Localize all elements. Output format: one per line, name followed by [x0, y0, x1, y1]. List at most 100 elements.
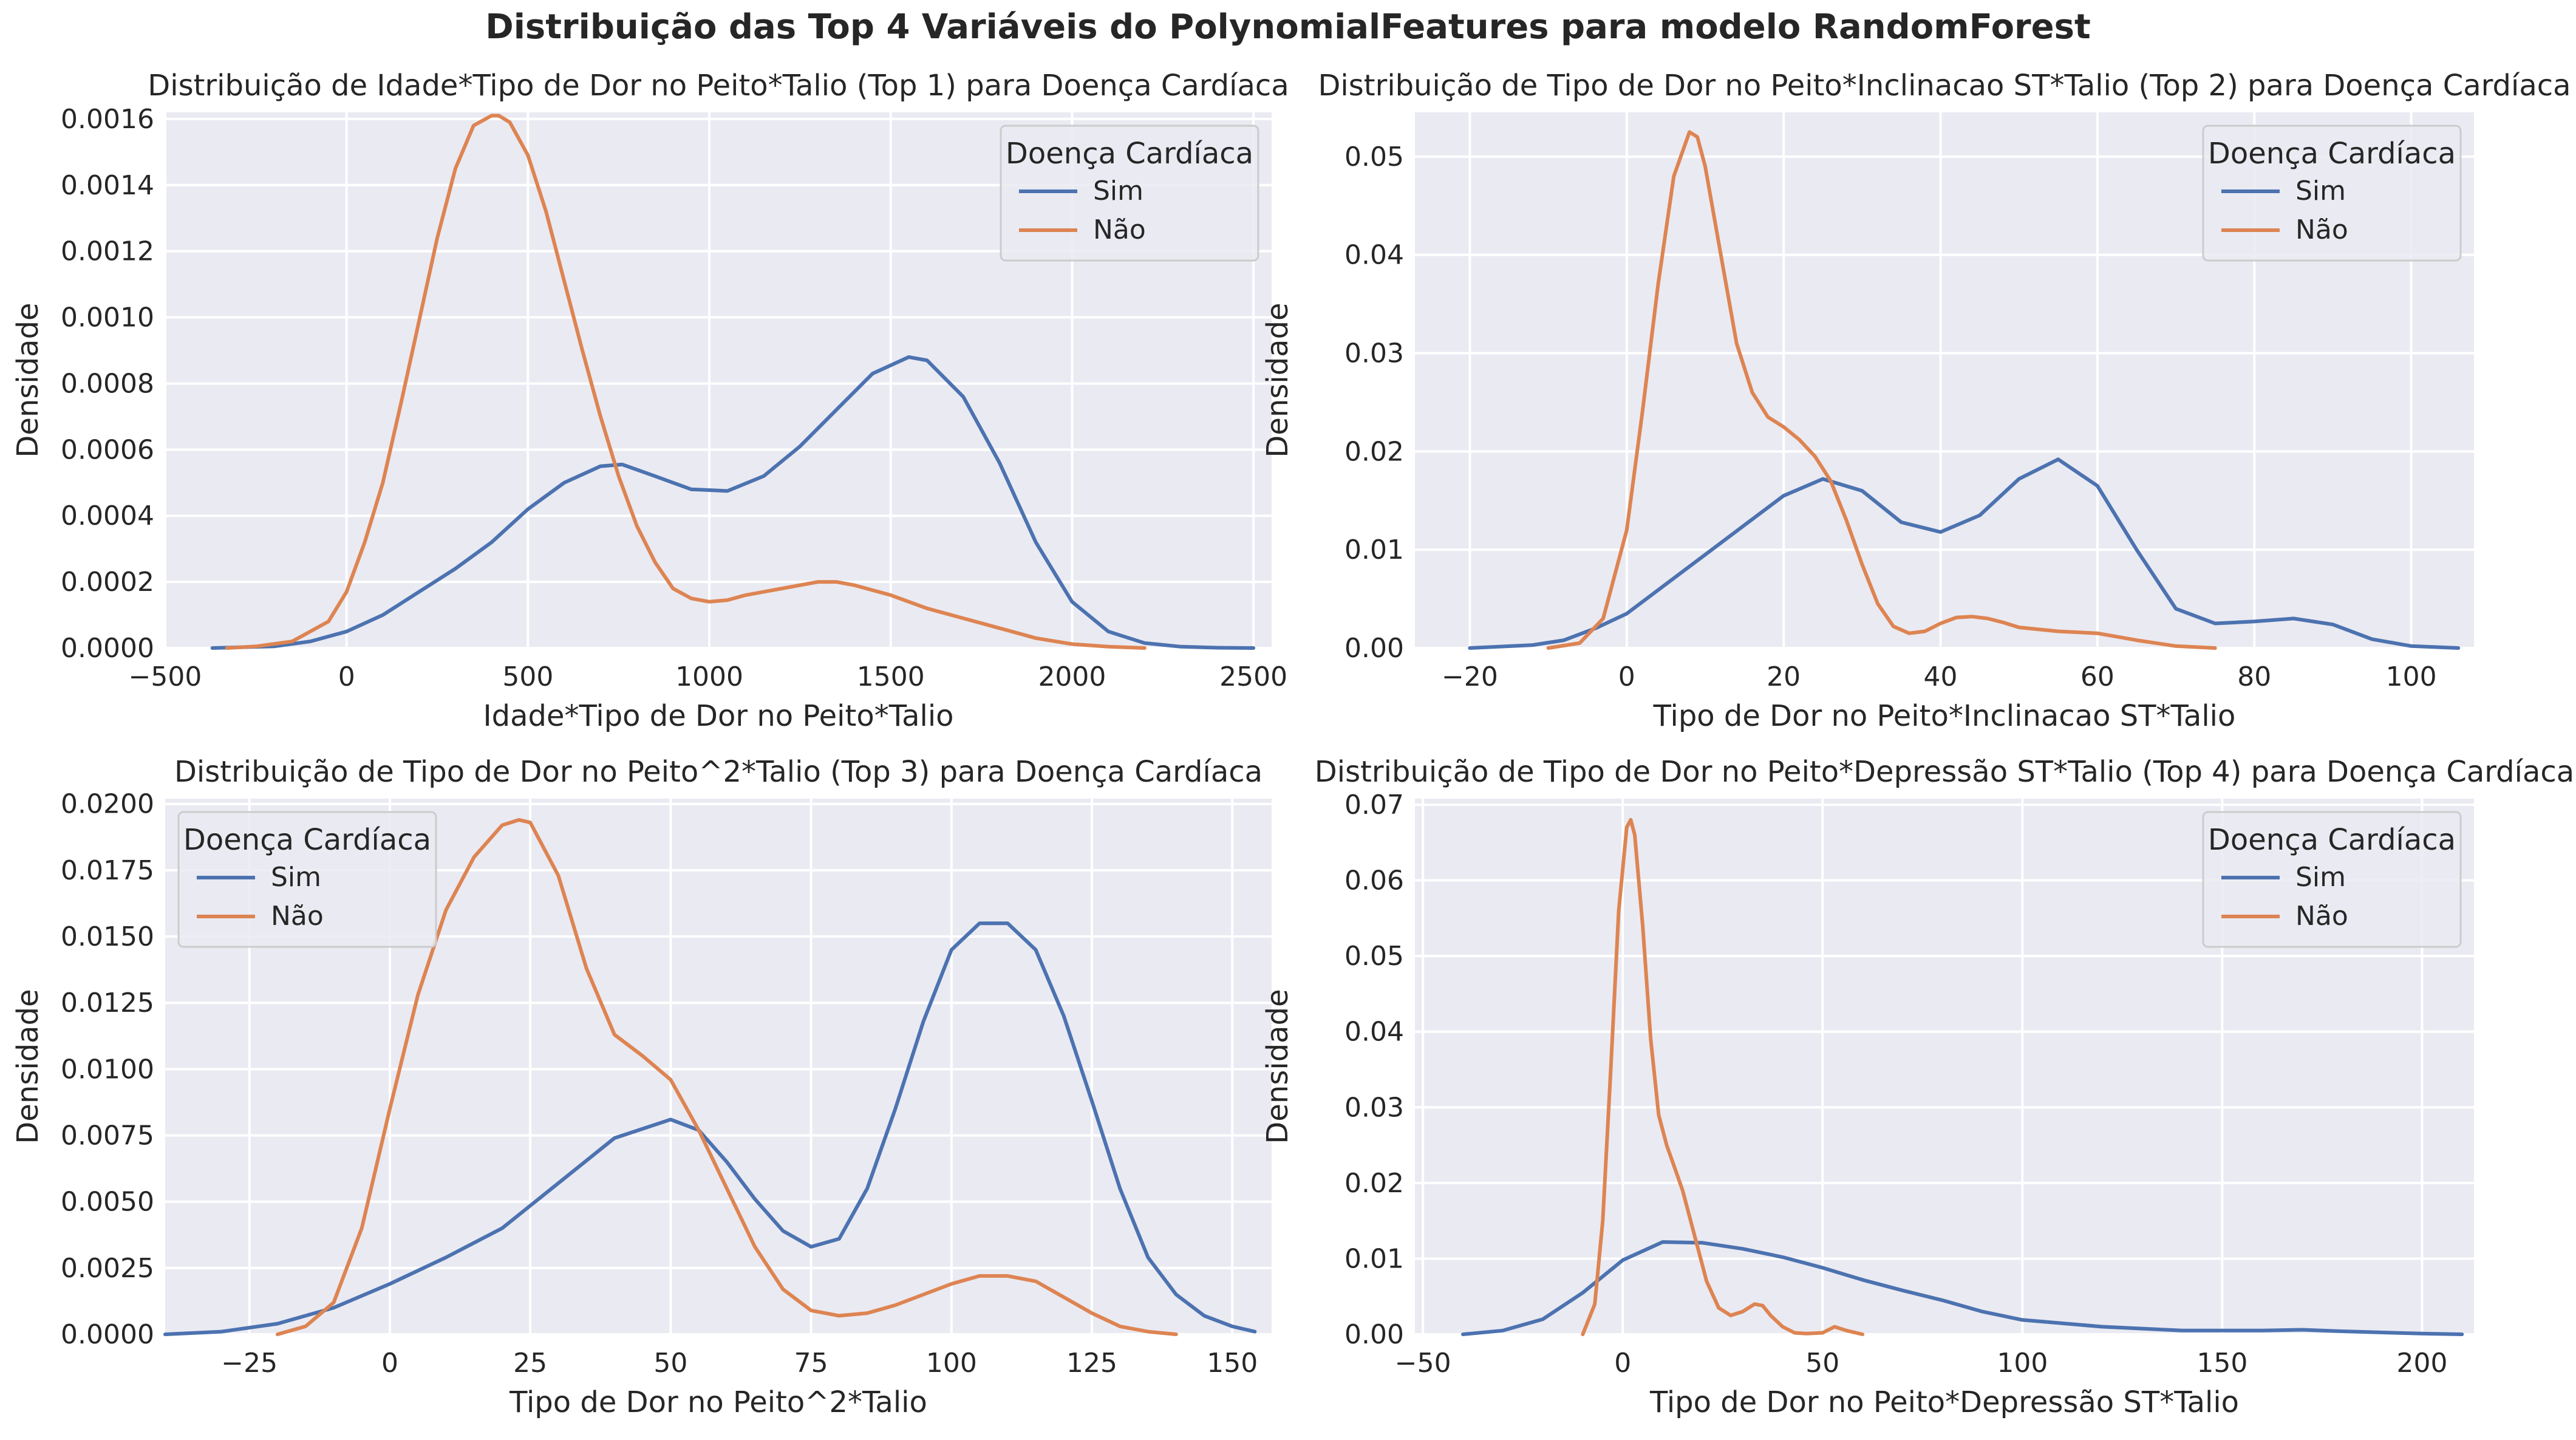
y-tick-label: 0.0014: [61, 170, 154, 201]
y-tick-label: 0.0002: [61, 567, 154, 598]
y-tick-label: 0.01: [1344, 1243, 1404, 1274]
y-tick-label: 0.0000: [61, 633, 154, 664]
chart-title: Distribuição de Tipo de Dor no Peito*Inc…: [1318, 69, 2571, 103]
y-tick-label: 0.05: [1344, 941, 1404, 972]
series-line-nao: [1581, 817, 1865, 1336]
y-tick-label: 0.06: [1344, 865, 1404, 896]
x-tick-label: 2000: [1038, 661, 1106, 692]
x-tick-label: 100: [2386, 661, 2437, 692]
x-axis-label: Tipo de Dor no Peito^2*Talio: [509, 1385, 927, 1419]
x-tick-label: 200: [2396, 1348, 2447, 1379]
x-tick-label: 0: [338, 661, 355, 692]
x-tick-label: 1500: [857, 661, 925, 692]
legend-entry-label: Sim: [2295, 862, 2346, 893]
series-line-nao: [1546, 130, 2217, 650]
chart-panel-1: −500 0 500 1000 1500 2000 2500 0.0000 0.0002 0.00…: [11, 69, 1289, 733]
y-tick-label: 0.00: [1344, 1319, 1404, 1350]
legend-box: [2202, 811, 2462, 948]
x-axis-label: Tipo de Dor no Peito*Inclinacao ST*Talio: [1653, 699, 2236, 733]
legend-entry-label: Sim: [2295, 176, 2346, 206]
x-axis-label: Tipo de Dor no Peito*Depressão ST*Talio: [1649, 1385, 2239, 1419]
legend-box: [1000, 125, 1259, 262]
series-line-nao: [276, 817, 1178, 1336]
x-tick-label: −500: [129, 661, 202, 692]
legend-title: Doença Cardíaca: [183, 823, 431, 857]
series-line-sim: [1461, 1240, 2464, 1336]
y-tick-label: 0.01: [1344, 534, 1404, 565]
y-tick-label: 0.0050: [61, 1187, 154, 1218]
y-tick-label: 0.0016: [61, 104, 154, 135]
y-axis-label: Densidade: [1261, 989, 1295, 1144]
y-tick-label: 0.0175: [61, 855, 154, 886]
y-tick-label: 0.02: [1344, 436, 1404, 467]
y-tick-label: 0.04: [1344, 240, 1404, 271]
legend-entry-label: Não: [2295, 901, 2348, 932]
legend-box: [2202, 125, 2462, 262]
x-tick-label: 2500: [1219, 661, 1287, 692]
legend-title: Doença Cardíaca: [1006, 137, 1253, 171]
legend-box: [177, 811, 437, 948]
y-tick-label: 0.02: [1344, 1168, 1404, 1199]
legend-entry-label: Sim: [271, 862, 321, 893]
x-tick-label: −25: [221, 1348, 278, 1379]
chart-title: Distribuição de Idade*Tipo de Dor no Pei…: [148, 69, 1289, 103]
x-tick-label: 25: [513, 1348, 547, 1379]
y-tick-label: 0.0010: [61, 302, 154, 333]
y-tick-label: 0.0200: [61, 789, 154, 820]
legend-entry-label: Não: [271, 901, 324, 932]
legend: Doença Cardíaca Sim Não: [2202, 811, 2462, 948]
x-tick-label: −20: [1442, 661, 1498, 692]
y-tick-label: 0.0075: [61, 1121, 154, 1152]
x-tick-label: 50: [1805, 1348, 1839, 1379]
y-tick-label: 0.03: [1344, 338, 1404, 369]
y-tick-label: 0.0006: [61, 434, 154, 465]
y-tick-label: 0.0004: [61, 500, 154, 531]
legend-entry-label: Não: [2295, 214, 2348, 245]
x-tick-label: 125: [1066, 1348, 1117, 1379]
series-line-sim: [163, 921, 1257, 1336]
legend-title: Doença Cardíaca: [2208, 137, 2456, 171]
x-tick-label: 20: [1767, 661, 1801, 692]
series-line-sim: [210, 355, 1256, 650]
x-tick-label: 500: [502, 661, 553, 692]
chart-panel-2: −20 0 20 40 60 80 100 0.00 0.01 0.02 0.03 0.04 0.05 T…: [1261, 69, 2571, 733]
y-tick-label: 0.0100: [61, 1054, 154, 1085]
series-line-nao: [225, 114, 1147, 650]
x-tick-label: 40: [1924, 661, 1958, 692]
legend-entry-label: Não: [1093, 214, 1146, 245]
figure-suptitle: Distribuição das Top 4 Variáveis do Poly…: [485, 7, 2091, 47]
y-tick-label: 0.0008: [61, 368, 154, 399]
legend-title: Doença Cardíaca: [2208, 823, 2456, 857]
x-tick-label: 60: [2080, 661, 2114, 692]
y-tick-label: 0.0025: [61, 1253, 154, 1284]
x-tick-label: 50: [653, 1348, 687, 1379]
y-axis-label: Densidade: [11, 989, 45, 1144]
x-tick-label: 80: [2237, 661, 2271, 692]
chart-panel-4: −50 0 50 100 150 200 0.00 0.01 0.02 0.03 0.04 0.05 0…: [1261, 755, 2574, 1419]
chart-panel-3: −25 0 25 50 75 100 125 150 0.0000 0.0025 0.0050 0.0…: [11, 755, 1272, 1419]
x-tick-label: 150: [1207, 1348, 1258, 1379]
y-axis-label: Densidade: [11, 302, 45, 457]
chart-title: Distribuição de Tipo de Dor no Peito^2*T…: [174, 755, 1262, 789]
y-tick-label: 0.0125: [61, 988, 154, 1019]
x-tick-label: 100: [926, 1348, 977, 1379]
x-tick-label: 100: [1997, 1348, 2048, 1379]
y-tick-label: 0.04: [1344, 1017, 1404, 1048]
x-tick-label: 1000: [675, 661, 743, 692]
legend: Doença Cardíaca Sim Não: [177, 811, 437, 948]
y-tick-label: 0.07: [1344, 790, 1404, 821]
x-tick-label: −50: [1395, 1348, 1451, 1379]
x-tick-label: 150: [2196, 1348, 2247, 1379]
x-tick-label: 0: [381, 1348, 398, 1379]
y-tick-label: 0.03: [1344, 1092, 1404, 1123]
x-tick-label: 0: [1618, 661, 1635, 692]
x-tick-label: 0: [1614, 1348, 1631, 1379]
legend-entry-label: Sim: [1093, 176, 1143, 206]
x-axis-label: Idade*Tipo de Dor no Peito*Talio: [483, 699, 953, 733]
legend: Doença Cardíaca Sim Não: [1000, 125, 1259, 262]
y-tick-label: 0.0012: [61, 236, 154, 267]
y-axis-label: Densidade: [1261, 302, 1295, 457]
series-line-sim: [1468, 457, 2461, 650]
y-tick-label: 0.00: [1344, 633, 1404, 664]
